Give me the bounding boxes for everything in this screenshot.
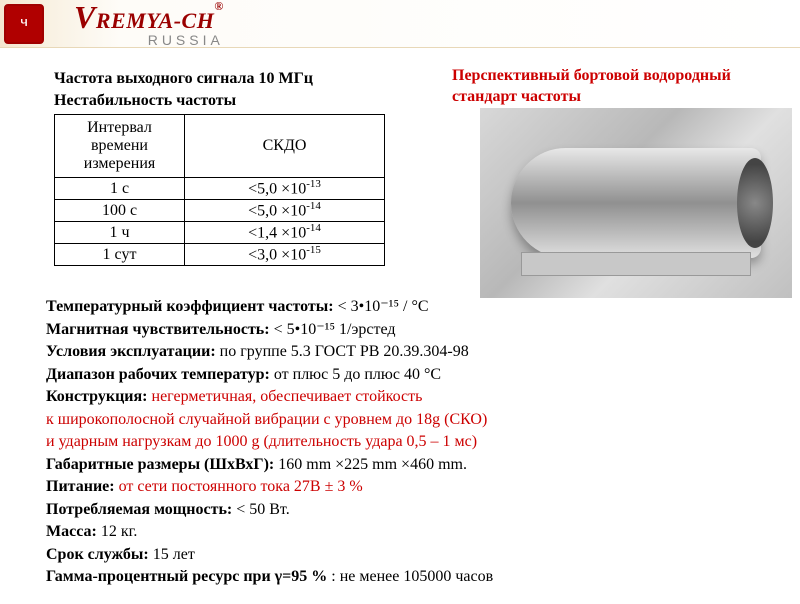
spec-label: Гамма-процентный ресурс при γ=95 % — [46, 568, 327, 585]
spec-label: Диапазон рабочих температур: — [46, 366, 270, 383]
spec-label: Питание: — [46, 478, 115, 495]
spec-label: Габаритные размеры (ШхВхГ): — [46, 456, 274, 473]
spec-line: Гамма-процентный ресурс при γ=95 % : не … — [46, 566, 746, 589]
spec-line: Масса: 12 кг. — [46, 521, 746, 544]
spec-line: Условия эксплуатации: по группе 5.3 ГОСТ… — [46, 341, 746, 364]
spec-line: Потребляемая мощность: < 50 Вт. — [46, 499, 746, 522]
table-row: 1 с <5,0 ×10-13 — [55, 178, 385, 200]
device-cylinder-icon — [511, 148, 761, 258]
spec-value: < 50 Вт. — [232, 501, 289, 518]
content-area: Частота выходного сигнала 10 МГц Нестаби… — [0, 48, 800, 70]
col-skdo-header: СКДО — [185, 115, 385, 178]
header-bar: Ч VREMYA-СН® RUSSIA — [0, 0, 800, 48]
instability-label: Нестабильность частоты — [54, 92, 236, 110]
spec-label: Магнитная чувствительность: — [46, 321, 270, 338]
spec-value: 15 лет — [149, 546, 195, 563]
spec-label: Потребляемая мощность: — [46, 501, 232, 518]
spec-value: : не менее 105000 часов — [327, 568, 493, 585]
spec-label: Масса: — [46, 523, 97, 540]
freq-table: Интервал времени измерения СКДО 1 с <5,0… — [54, 114, 385, 266]
spec-value: < 5•10⁻¹⁵ 1/эрстед — [270, 321, 396, 338]
spec-value: по группе 5.3 ГОСТ РВ 20.39.304-98 — [216, 343, 469, 360]
spec-value: 160 mm ×225 mm ×460 mm. — [274, 456, 467, 473]
interval-cell: 1 ч — [55, 222, 185, 244]
value-cell: <3,0 ×10-15 — [185, 244, 385, 266]
spec-label: Температурный коэффициент частоты: — [46, 298, 334, 315]
signal-freq-label: Частота выходного сигнала 10 МГц — [54, 70, 313, 88]
logo-text: REMYA-СН — [96, 8, 215, 33]
table-row: 100 с <5,0 ×10-14 — [55, 200, 385, 222]
interval-cell: 100 с — [55, 200, 185, 222]
spec-line: Конструкция: негерметичная, обеспечивает… — [46, 386, 746, 409]
spec-label: Срок службы: — [46, 546, 149, 563]
spec-line: Диапазон рабочих температур: от плюс 5 д… — [46, 364, 746, 387]
logo-block: VREMYA-СН® RUSSIA — [74, 0, 224, 48]
specs-block: Температурный коэффициент частоты: < 3•1… — [46, 296, 746, 589]
spec-line: Температурный коэффициент частоты: < 3•1… — [46, 296, 746, 319]
spec-line: Питание: от сети постоянного тока 27В ± … — [46, 476, 746, 499]
value-cell: <5,0 ×10-13 — [185, 178, 385, 200]
device-base-icon — [521, 252, 751, 276]
right-title: Перспективный бортовой водородный станда… — [452, 66, 772, 108]
spec-line: Габаритные размеры (ШхВхГ): 160 mm ×225 … — [46, 454, 746, 477]
logo-sub: RUSSIA — [74, 32, 224, 48]
col-interval-header: Интервал времени измерения — [55, 115, 185, 178]
value-cell: <5,0 ×10-14 — [185, 200, 385, 222]
spec-label: Условия эксплуатации: — [46, 343, 216, 360]
spec-value: < 3•10⁻¹⁵ / °С — [334, 298, 429, 315]
device-cap-icon — [737, 158, 773, 248]
spec-line-cont: и ударным нагрузкам до 1000 g (длительно… — [46, 431, 746, 454]
interval-cell: 1 сут — [55, 244, 185, 266]
spec-value: от плюс 5 до плюс 40 °С — [270, 366, 441, 383]
table-row: 1 ч <1,4 ×10-14 — [55, 222, 385, 244]
logo-main: VREMYA-СН® — [74, 0, 224, 36]
logo-badge: Ч — [4, 4, 44, 44]
value-cell: <1,4 ×10-14 — [185, 222, 385, 244]
spec-value: 12 кг. — [97, 523, 138, 540]
interval-cell: 1 с — [55, 178, 185, 200]
spec-line-cont: к широкополосной случайной вибрации с ур… — [46, 409, 746, 432]
spec-line: Магнитная чувствительность: < 5•10⁻¹⁵ 1/… — [46, 319, 746, 342]
table-row: 1 сут <3,0 ×10-15 — [55, 244, 385, 266]
spec-value: от сети постоянного тока 27В ± 3 % — [115, 478, 363, 495]
spec-line: Срок службы: 15 лет — [46, 544, 746, 567]
spec-label: Конструкция: — [46, 388, 148, 405]
device-photo — [480, 108, 792, 298]
spec-value: негерметичная, обеспечивает стойкость — [148, 388, 423, 405]
